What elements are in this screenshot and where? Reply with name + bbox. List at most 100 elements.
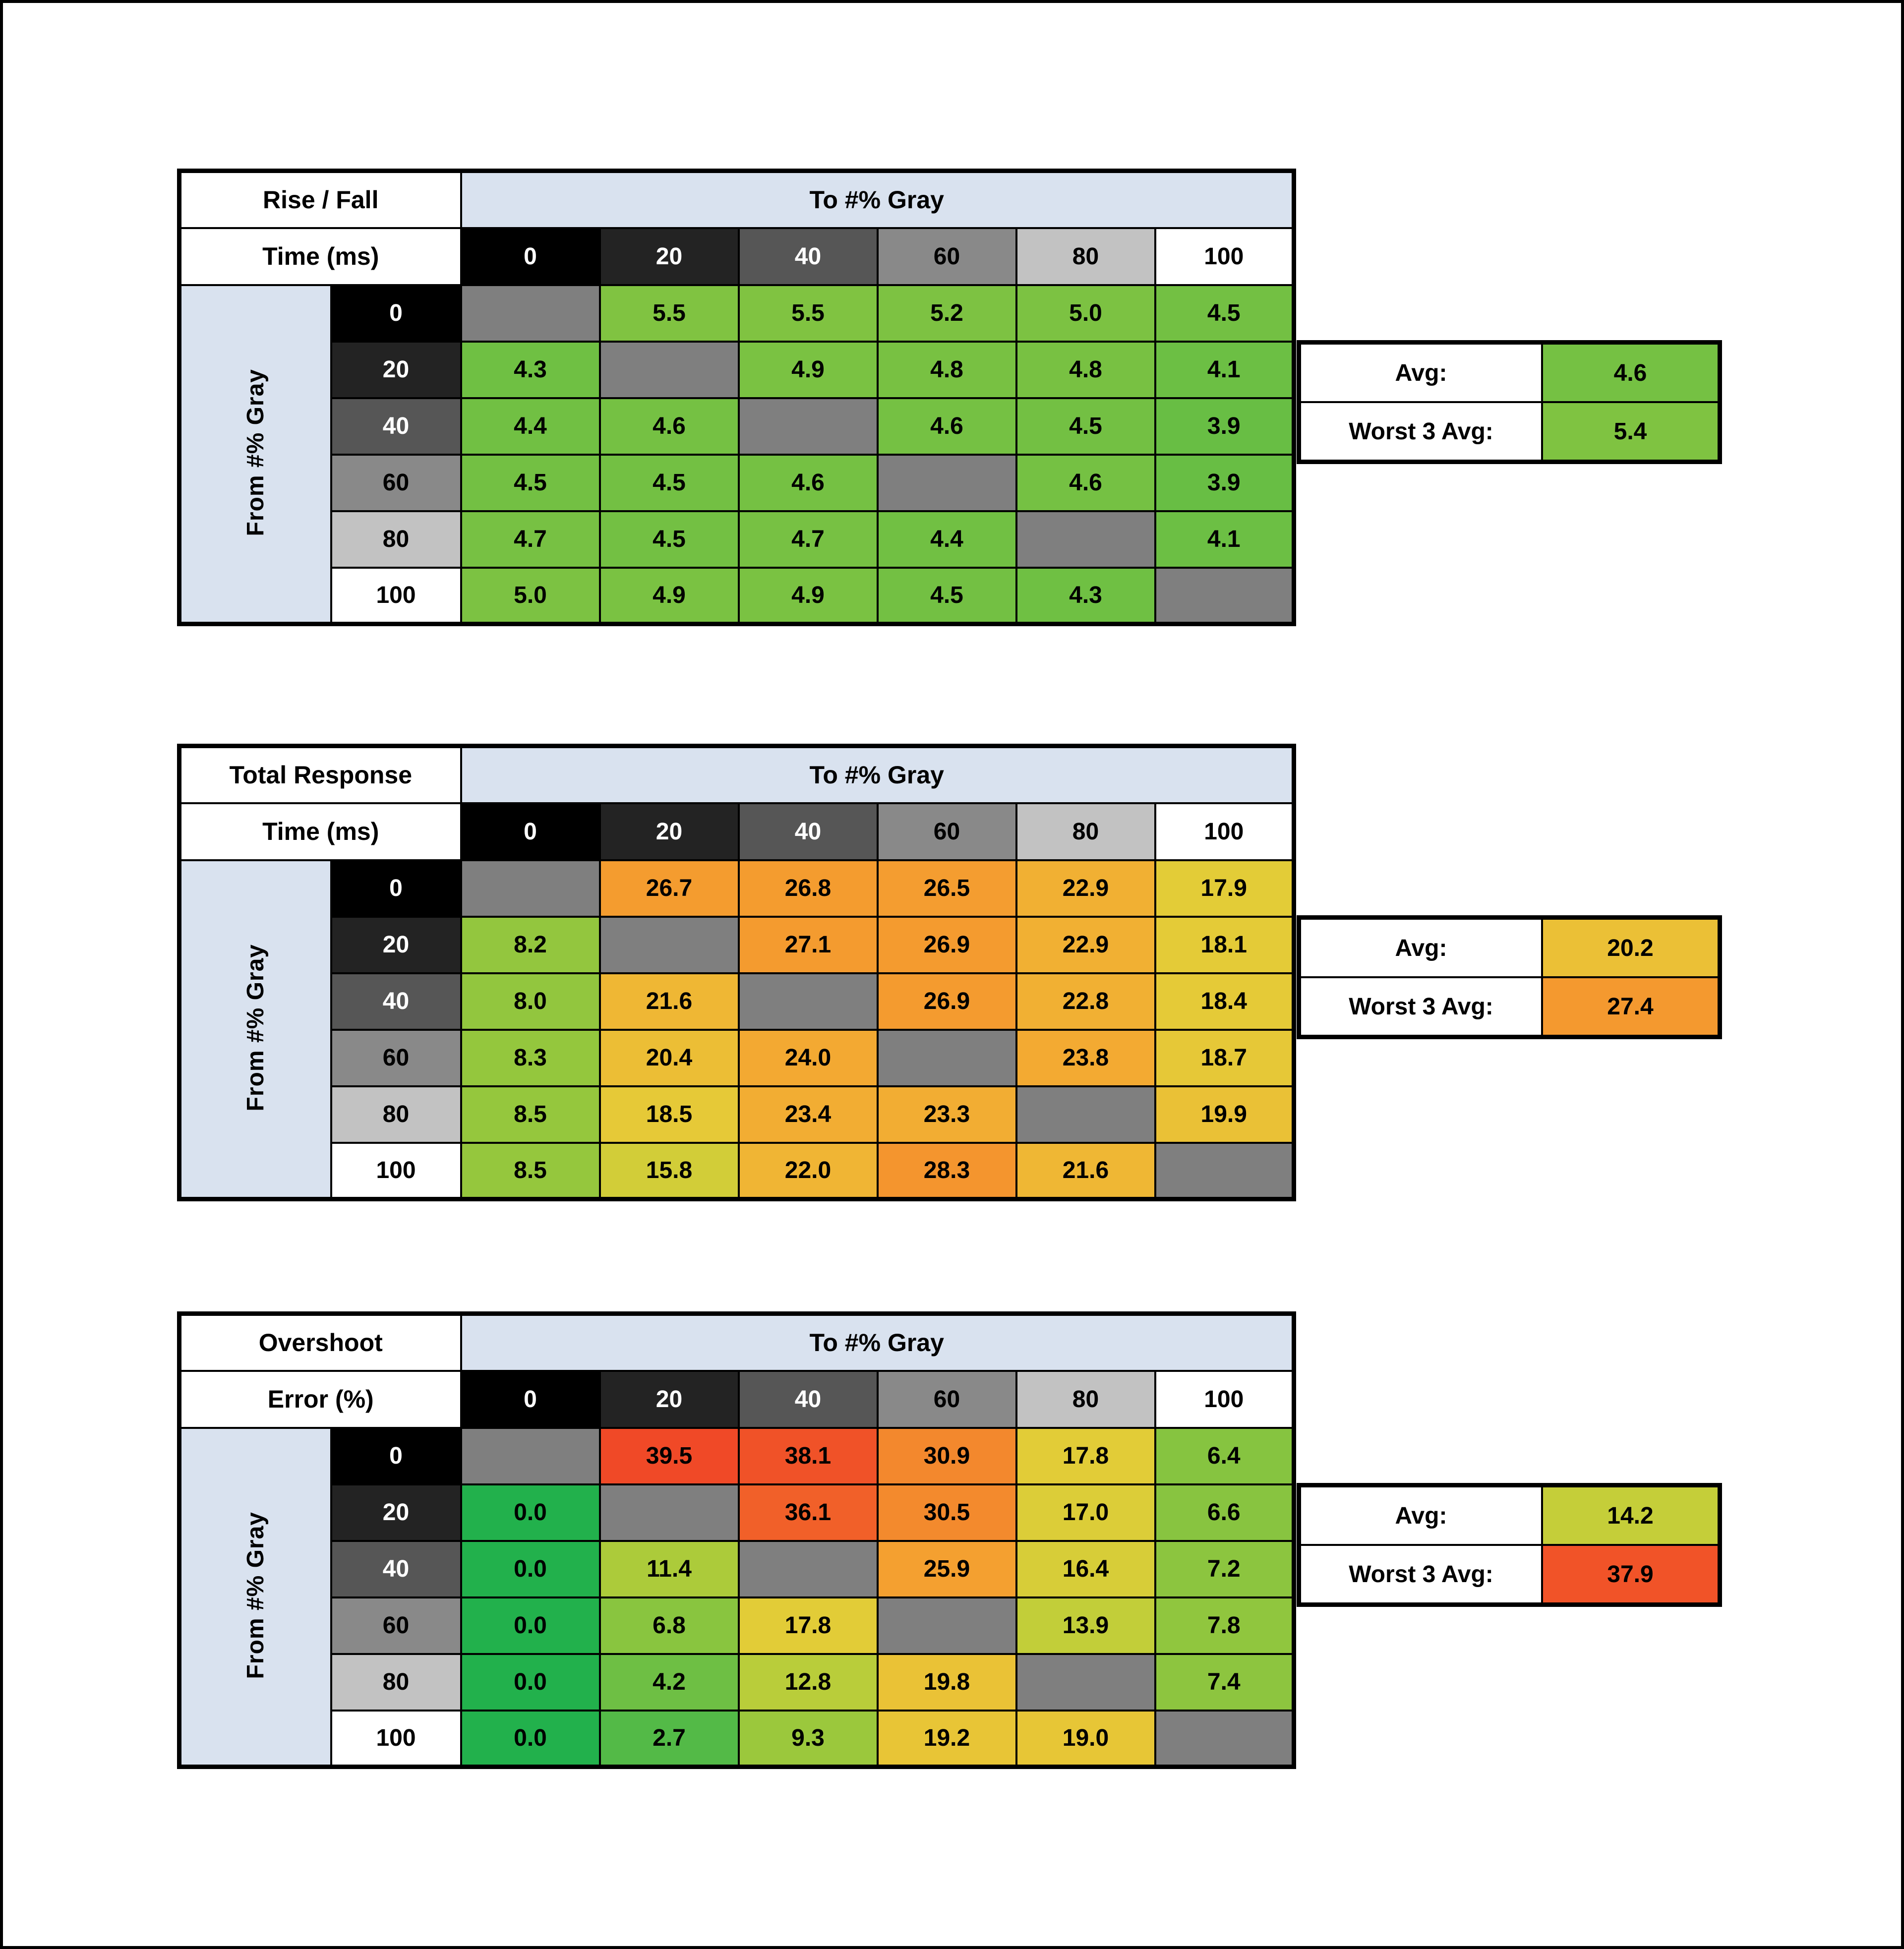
cell-from40-to0: 4.4 (460, 397, 601, 456)
cell-from80-to40: 12.8 (737, 1653, 879, 1712)
cell-from60-to100: 3.9 (1154, 453, 1295, 512)
row-header-0: 0 (330, 284, 462, 343)
cell-from0-to40: 5.5 (737, 284, 879, 343)
row-header-40: 40 (330, 397, 462, 456)
cell-from0-to20: 26.7 (598, 859, 740, 918)
cell-from80-to60: 23.3 (876, 1085, 1017, 1144)
row-header-80: 80 (330, 1653, 462, 1712)
row-header-20: 20 (330, 1483, 462, 1542)
diagonal-cell-20 (598, 915, 740, 974)
cell-from40-to0: 8.0 (460, 972, 601, 1031)
cell-from80-to20: 4.2 (598, 1653, 740, 1712)
worst3-avg-value: 27.4 (1543, 978, 1718, 1035)
cell-from100-to40: 22.0 (737, 1141, 879, 1200)
from-gray-axis-label: From #% Gray (178, 1426, 332, 1768)
col-header-20: 20 (598, 1369, 740, 1429)
cell-from20-to60: 30.5 (876, 1483, 1017, 1542)
col-header-20: 20 (598, 802, 740, 861)
col-header-0: 0 (460, 227, 601, 286)
total-response-time-grid: Total Response To #% Gray Time (ms) 0 20 40 60… (177, 744, 1296, 1201)
row-header-0: 0 (330, 859, 462, 918)
table-title-line2: Time (ms) (178, 227, 462, 286)
cell-from20-to80: 22.9 (1015, 915, 1156, 974)
cell-from20-to0: 0.0 (460, 1483, 601, 1542)
cell-from40-to0: 0.0 (460, 1539, 601, 1598)
cell-from20-to100: 4.1 (1154, 340, 1295, 399)
diagonal-cell-60 (876, 1028, 1017, 1087)
diagonal-cell-80 (1015, 1653, 1156, 1712)
row-header-100: 100 (330, 566, 462, 625)
col-header-80: 80 (1015, 1369, 1156, 1429)
cell-from100-to60: 4.5 (876, 566, 1017, 625)
cell-from0-to60: 5.2 (876, 284, 1017, 343)
overshoot-error-summary: Avg: 14.2 Worst 3 Avg: 37.9 (1297, 1483, 1722, 1607)
cell-from0-to40: 26.8 (737, 859, 879, 918)
cell-from60-to40: 4.6 (737, 453, 879, 512)
cell-from0-to60: 26.5 (876, 859, 1017, 918)
cell-from80-to40: 4.7 (737, 510, 879, 569)
cell-from40-to20: 11.4 (598, 1539, 740, 1598)
row-header-80: 80 (330, 510, 462, 569)
col-header-0: 0 (460, 802, 601, 861)
cell-from40-to100: 7.2 (1154, 1539, 1295, 1598)
col-header-0: 0 (460, 1369, 601, 1429)
overshoot-error-section: Overshoot To #% Gray Error (%) 0 20 40 60 80 100… (177, 1311, 1722, 1769)
diagonal-cell-0 (460, 859, 601, 918)
cell-from40-to60: 26.9 (876, 972, 1017, 1031)
cell-from60-to0: 0.0 (460, 1596, 601, 1655)
row-header-40: 40 (330, 1539, 462, 1598)
cell-from20-to100: 18.1 (1154, 915, 1295, 974)
cell-from20-to0: 8.2 (460, 915, 601, 974)
col-header-60: 60 (876, 1369, 1017, 1429)
cell-from20-to40: 36.1 (737, 1483, 879, 1542)
cell-from0-to80: 5.0 (1015, 284, 1156, 343)
to-gray-axis-label: To #% Gray (460, 170, 1295, 229)
cell-from100-to40: 9.3 (737, 1709, 879, 1768)
diagonal-cell-40 (737, 1539, 879, 1598)
diagonal-cell-80 (1015, 510, 1156, 569)
avg-label: Avg: (1301, 920, 1541, 976)
worst3-avg-value: 37.9 (1543, 1546, 1718, 1602)
cell-from80-to100: 4.1 (1154, 510, 1295, 569)
table-title-line1: Total Response (178, 745, 462, 804)
cell-from100-to80: 4.3 (1015, 566, 1156, 625)
cell-from60-to100: 18.7 (1154, 1028, 1295, 1087)
worst3-avg-label: Worst 3 Avg: (1301, 403, 1541, 460)
cell-from100-to20: 2.7 (598, 1709, 740, 1768)
cell-from80-to100: 7.4 (1154, 1653, 1295, 1712)
row-header-100: 100 (330, 1709, 462, 1768)
cell-from80-to40: 23.4 (737, 1085, 879, 1144)
cell-from40-to60: 4.6 (876, 397, 1017, 456)
cell-from100-to40: 4.9 (737, 566, 879, 625)
diagonal-cell-20 (598, 340, 740, 399)
cell-from0-to100: 4.5 (1154, 284, 1295, 343)
cell-from40-to20: 4.6 (598, 397, 740, 456)
row-header-60: 60 (330, 453, 462, 512)
from-gray-axis-text: From #% Gray (242, 1512, 269, 1679)
cell-from100-to80: 21.6 (1015, 1141, 1156, 1200)
cell-from0-to80: 22.9 (1015, 859, 1156, 918)
table-title-line1: Overshoot (178, 1312, 462, 1372)
cell-from80-to20: 4.5 (598, 510, 740, 569)
overshoot-error-grid: Overshoot To #% Gray Error (%) 0 20 40 60 80 100… (177, 1311, 1296, 1769)
diagonal-cell-100 (1154, 566, 1295, 625)
diagonal-cell-100 (1154, 1141, 1295, 1200)
cell-from100-to0: 0.0 (460, 1709, 601, 1768)
cell-from40-to80: 16.4 (1015, 1539, 1156, 1598)
table-title-line2: Error (%) (178, 1369, 462, 1429)
diagonal-cell-0 (460, 284, 601, 343)
avg-label: Avg: (1301, 345, 1541, 401)
cell-from40-to80: 4.5 (1015, 397, 1156, 456)
cell-from100-to20: 15.8 (598, 1141, 740, 1200)
cell-from40-to100: 3.9 (1154, 397, 1295, 456)
avg-value: 4.6 (1543, 345, 1718, 401)
col-header-60: 60 (876, 802, 1017, 861)
cell-from0-to60: 30.9 (876, 1426, 1017, 1485)
diagonal-cell-20 (598, 1483, 740, 1542)
rise-fall-time-summary: Avg: 4.6 Worst 3 Avg: 5.4 (1297, 340, 1722, 464)
cell-from0-to20: 39.5 (598, 1426, 740, 1485)
cell-from100-to60: 19.2 (876, 1709, 1017, 1768)
col-header-20: 20 (598, 227, 740, 286)
col-header-40: 40 (737, 227, 879, 286)
diagonal-cell-100 (1154, 1709, 1295, 1768)
